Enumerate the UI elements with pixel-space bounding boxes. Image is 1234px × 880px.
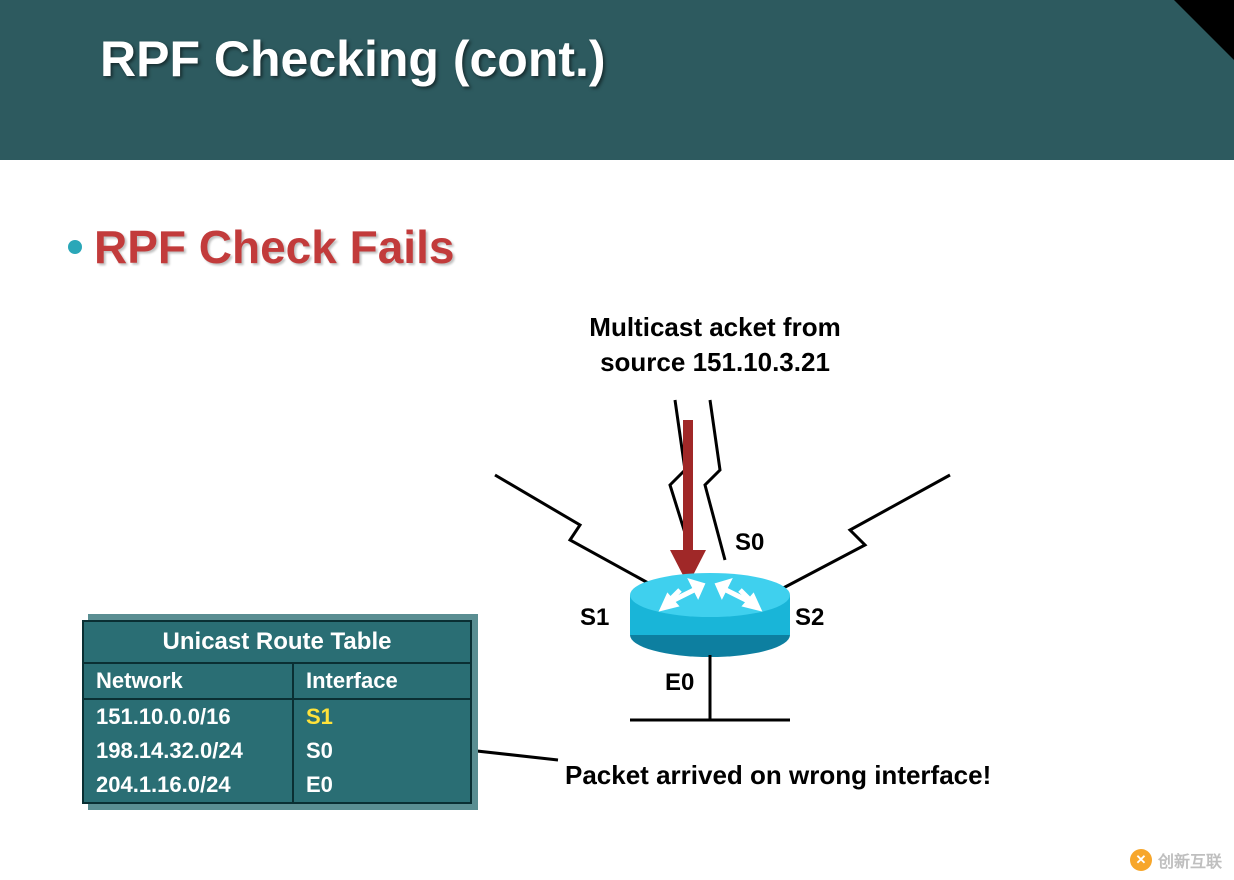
slide-content: RPF Check Fails Multicast acket from sou…	[0, 160, 1234, 880]
slide-title: RPF Checking (cont.)	[100, 30, 1234, 88]
label-s0: S0	[735, 529, 764, 556]
router-diagram: S0 S1 S2 E0	[470, 390, 970, 750]
table-row: 204.1.16.0/24 E0	[84, 768, 470, 802]
table-title: Unicast Route Table	[84, 622, 470, 664]
watermark-icon: ✕	[1130, 849, 1152, 871]
packet-label-line1: Multicast acket from	[589, 312, 840, 342]
label-s1: S1	[580, 604, 609, 631]
router-icon	[630, 573, 790, 657]
watermark-text: 创新互联	[1158, 848, 1222, 872]
cell-interface-highlight: S1	[294, 700, 470, 734]
cell-network: 198.14.32.0/24	[84, 734, 294, 768]
watermark: ✕ 创新互联	[1130, 848, 1222, 872]
label-s2: S2	[795, 604, 824, 631]
packet-label-line2: source 151.10.3.21	[600, 347, 830, 377]
table-row: 198.14.32.0/24 S0	[84, 734, 470, 768]
table-row: 151.10.0.0/16 S1	[84, 700, 470, 734]
table-header-row: Network Interface	[84, 664, 470, 700]
bullet-text: RPF Check Fails	[94, 220, 454, 274]
packet-source-label: Multicast acket from source 151.10.3.21	[545, 310, 885, 380]
label-e0: E0	[665, 669, 694, 696]
slide-header: RPF Checking (cont.)	[0, 0, 1234, 160]
bullet-icon	[68, 240, 82, 254]
cell-interface: S0	[294, 734, 470, 768]
cell-network: 204.1.16.0/24	[84, 768, 294, 802]
col-header-network: Network	[84, 664, 294, 698]
serial-links	[495, 400, 950, 595]
cell-network: 151.10.0.0/16	[84, 700, 294, 734]
ethernet-link	[630, 655, 790, 720]
bullet-row: RPF Check Fails	[68, 220, 454, 274]
unicast-route-table: Unicast Route Table Network Interface 15…	[82, 620, 472, 804]
cell-interface: E0	[294, 768, 470, 802]
col-header-interface: Interface	[294, 664, 470, 698]
error-message: Packet arrived on wrong interface!	[565, 760, 991, 791]
